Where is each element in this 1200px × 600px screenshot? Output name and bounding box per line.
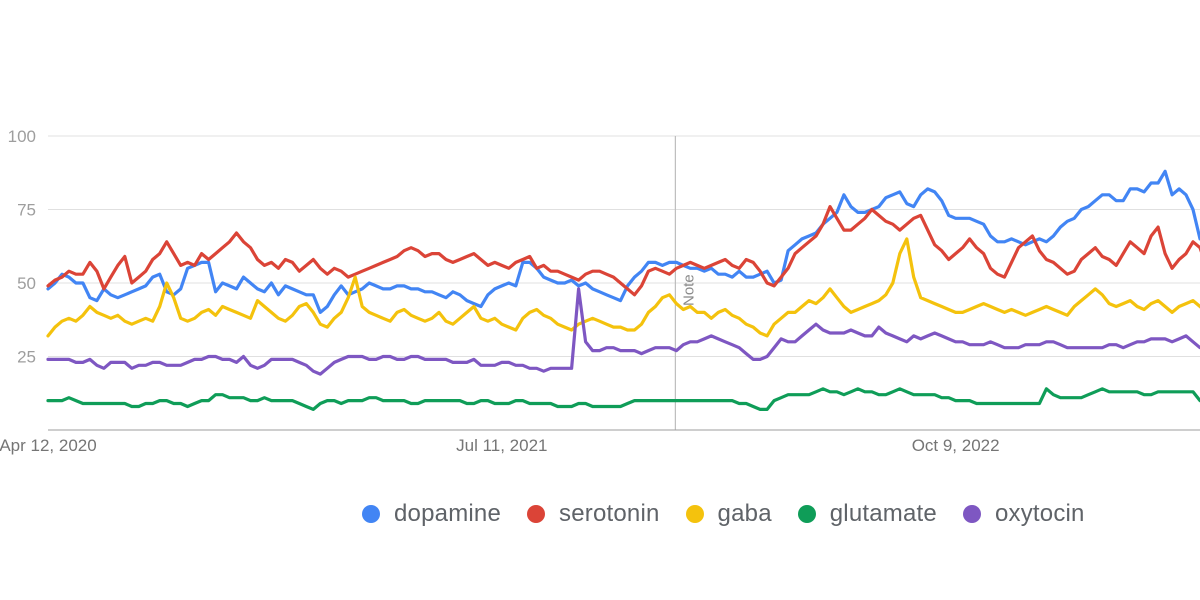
x-tick-label: Jul 11, 2021 <box>456 436 547 455</box>
x-tick-label: Oct 9, 2022 <box>912 436 1000 455</box>
series-line-dopamine <box>46 169 1200 314</box>
y-tick-label: 75 <box>17 201 36 220</box>
legend-item-glutamate[interactable]: glutamate <box>797 500 937 528</box>
series-line-gaba <box>46 237 1200 338</box>
legend-item-gaba[interactable]: gaba <box>685 500 772 528</box>
gaba-dot-icon <box>685 505 704 523</box>
note-annotation[interactable]: Note <box>674 136 697 430</box>
serotonin-dot-icon <box>527 505 546 523</box>
legend: dopamine serotonin gaba glutamate oxytoc… <box>362 500 1111 528</box>
y-tick-label: 25 <box>17 348 36 367</box>
chart-gridlines <box>48 135 1200 357</box>
oxytocin-dot-icon <box>962 505 981 523</box>
series-line-serotonin <box>46 205 1200 297</box>
y-tick-label: 100 <box>8 127 36 146</box>
legend-label: dopamine <box>394 500 502 527</box>
x-tick-label: Apr 12, 2020 <box>0 436 97 455</box>
series-line-glutamate <box>46 387 1200 411</box>
legend-label: serotonin <box>559 500 660 527</box>
dopamine-dot-icon <box>362 505 380 523</box>
y-tick-label: 50 <box>17 274 36 293</box>
y-axis-ticks: 25 50 75 100 <box>8 127 36 367</box>
glutamate-dot-icon <box>797 505 816 523</box>
series-lines <box>46 169 1200 411</box>
legend-label: oxytocin <box>994 500 1085 527</box>
x-axis-ticks: Apr 12, 2020 Jul 11, 2021 Oct 9, 2022 <box>0 436 1000 455</box>
legend-label: glutamate <box>829 500 937 527</box>
legend-item-oxytocin[interactable]: oxytocin <box>962 500 1085 528</box>
legend-label: gaba <box>717 500 772 527</box>
legend-item-dopamine[interactable]: dopamine <box>362 500 501 528</box>
series-line-oxytocin <box>46 287 1200 376</box>
legend-item-serotonin[interactable]: serotonin <box>527 500 660 528</box>
note-label: Note <box>680 274 697 306</box>
